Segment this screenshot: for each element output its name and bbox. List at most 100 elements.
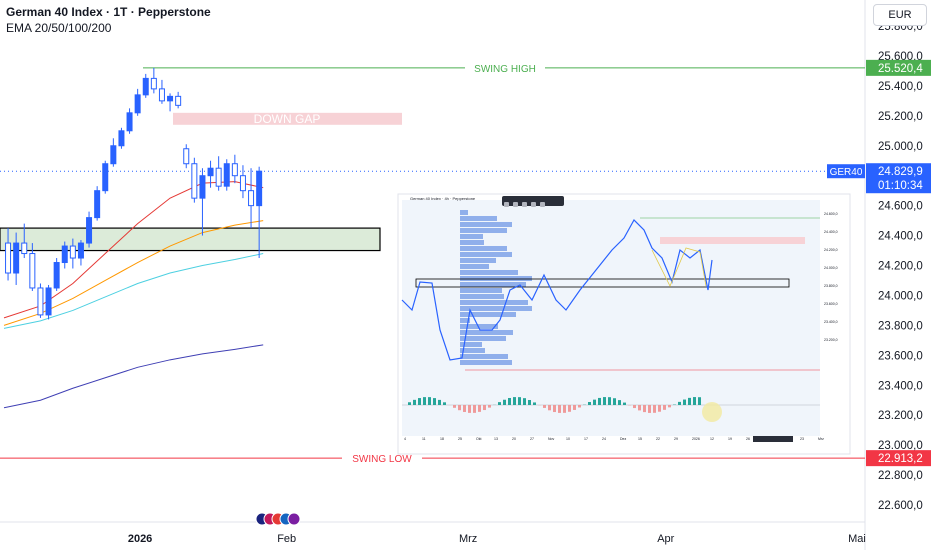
candle (29, 243, 36, 291)
volume-profile-bar (460, 312, 516, 317)
inset-macd-bar (578, 405, 581, 408)
inset-price-label: 24.600,0 (824, 212, 838, 216)
candle-countdown: 01:10:34 (878, 180, 923, 192)
volume-profile-bar (460, 282, 526, 287)
inset-time-label: 12 (710, 437, 714, 441)
inset-time-label: 20 (512, 437, 516, 441)
inset-date-tag (753, 436, 793, 442)
inset-macd-bar (498, 402, 501, 405)
inset-macd-bar (603, 397, 606, 405)
candle (215, 156, 222, 191)
candle (175, 91, 182, 109)
inset-macd-bar (463, 405, 466, 412)
indicator-legend[interactable]: EMA 20/50/100/200 (6, 21, 112, 35)
candle-body (158, 88, 165, 102)
candle-body (191, 163, 198, 199)
candle (207, 160, 214, 188)
candle-body (207, 167, 214, 177)
inset-time-label: 11 (422, 437, 426, 441)
arrow-icon[interactable] (513, 202, 518, 207)
candle-body (21, 242, 28, 255)
inset-macd-bar (643, 405, 646, 413)
inset-time-label: 15 (638, 437, 642, 441)
candle (13, 232, 20, 285)
volume-profile-bar (460, 228, 507, 233)
candle-body (134, 94, 141, 114)
volume-profile-bar (460, 300, 528, 305)
inset-macd-bar (573, 405, 576, 410)
inset-macd-bar (693, 397, 696, 405)
candle (61, 241, 68, 269)
chart-title[interactable]: German 40 Index · 1T · Pepperstone (6, 5, 211, 19)
price-tick-label: 25.200,0 (878, 111, 923, 123)
candle (134, 88, 141, 116)
inset-price-label: 23.200,0 (824, 338, 838, 342)
inset-time-label: 10 (566, 437, 570, 441)
plus-icon[interactable] (531, 202, 536, 207)
time-tick-label: Feb (277, 533, 296, 545)
candle-body (248, 190, 255, 207)
volume-profile-bar (460, 318, 470, 323)
inset-highlight (702, 402, 722, 422)
inset-time-label: 22 (656, 437, 660, 441)
candle (45, 284, 52, 320)
inset-time-label: 27 (530, 437, 534, 441)
candle-body (29, 253, 36, 289)
volume-profile-bar (460, 264, 489, 269)
support-zone (0, 227, 381, 252)
inset-macd-bar (683, 399, 686, 405)
fullscreen-icon[interactable] (522, 202, 527, 207)
candle-body (53, 262, 60, 289)
volume-profile-bar (460, 240, 484, 245)
candle-body (45, 287, 52, 316)
inset-macd-bar (413, 399, 416, 405)
inset-macd-bar (503, 399, 506, 405)
candle-body (37, 287, 44, 316)
candle (231, 154, 238, 184)
candle (142, 73, 149, 98)
inset-macd-bar (608, 397, 611, 405)
inset-time-label: 19 (728, 437, 732, 441)
candle (110, 138, 117, 167)
volume-profile-bar (460, 336, 506, 341)
inset-time-label: Dez (620, 437, 626, 441)
volume-profile-bar (460, 354, 508, 359)
swing-low-price: 22.913,2 (878, 453, 923, 465)
inset-macd-bar (428, 397, 431, 405)
candle-body (86, 217, 93, 244)
volume-profile-bar (460, 222, 512, 227)
inset-toolbar[interactable] (502, 196, 564, 207)
volume-profile-bar (460, 216, 497, 221)
inset-macd-bar (613, 398, 616, 405)
currency-button[interactable]: EUR (873, 4, 927, 26)
volume-profile-bar (460, 246, 507, 251)
inset-price-label: 23.800,0 (824, 284, 838, 288)
candle (158, 79, 165, 104)
inset-macd-bar (658, 405, 661, 412)
settings-icon[interactable] (540, 202, 545, 207)
price-tick-label: 23.800,0 (878, 320, 923, 332)
expand-icon[interactable] (504, 202, 509, 207)
price-tick-label: 23.400,0 (878, 380, 923, 392)
candle (248, 168, 255, 229)
candle (94, 186, 101, 221)
swing-high-price: 25.520,4 (878, 63, 923, 75)
inset-time-label: 4 (404, 437, 406, 441)
inset-macd-bar (593, 399, 596, 405)
event-icon (287, 512, 301, 526)
inset-gap (660, 237, 805, 244)
down-gap-zone (173, 112, 402, 125)
candle (239, 165, 246, 199)
current-price-tag (866, 163, 931, 194)
inset-macd-bar (623, 402, 626, 405)
price-tick-label: 24.000,0 (878, 290, 923, 302)
inset-macd-bar (513, 397, 516, 405)
candle-body (199, 175, 206, 199)
inset-title: German 40 Index · 4h · Pepperstone (410, 196, 476, 201)
price-tick-label: 22.800,0 (878, 470, 923, 482)
time-tick-label: Apr (657, 533, 674, 545)
inset-time-label: Okt (476, 437, 481, 441)
inset-price-label: 24.200,0 (824, 248, 838, 252)
chart-header: German 40 Index · 1T · Pepperstone EMA 2… (6, 4, 211, 36)
